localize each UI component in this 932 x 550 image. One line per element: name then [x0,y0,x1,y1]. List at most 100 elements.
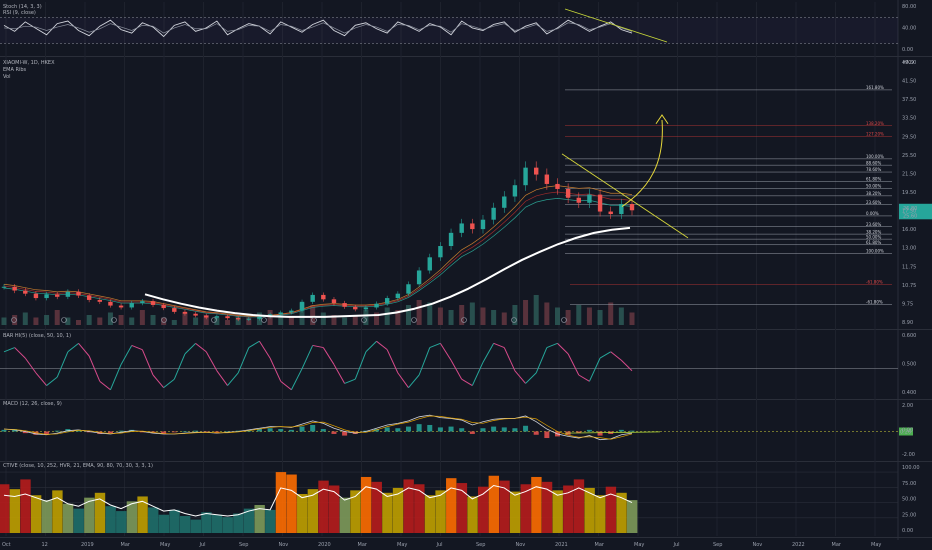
candle-body [65,291,71,297]
bbhl-series-segment [408,374,420,388]
candle-body [502,196,507,208]
cm-bar [179,515,191,533]
stoch-header-2: RSI (9, close) [3,10,36,16]
cm-bar [254,504,265,533]
macd-histogram-bar [416,424,422,432]
bbhl-series-segment [567,353,580,376]
volume-bar [246,317,252,325]
candle-body [416,270,422,285]
bbhl-series-segment [397,372,409,388]
candle-body [172,308,177,312]
event-marker [411,317,417,323]
volume-bar [129,317,135,325]
volume-bar [395,310,401,325]
stoch-trendline [564,8,668,43]
bbhl-series-segment [376,340,388,351]
cm-bar [552,490,563,533]
fib-level-label: 100.00% [866,249,884,254]
fib-level-label: 138.20% [866,121,884,126]
candle-body [278,312,283,315]
bbhl-series-segment [588,357,601,382]
cm-tick: 0.00 [902,528,913,534]
macd-tick: 2.00 [902,403,913,409]
candle-body [384,298,390,304]
cm-line [3,484,633,517]
macd-histogram-bar [310,424,316,432]
macd-histogram-bar [12,429,18,432]
bbhl-series-segment [322,347,335,365]
macd-histogram-bar [618,429,624,432]
bbhl-series-segment [493,342,505,349]
cm-bar [41,500,52,533]
volume-bar [320,312,326,325]
bbhl-series-segment [237,347,250,374]
cm-bar [116,511,127,533]
macd-histogram-bar [533,431,539,435]
candle-body [523,167,528,186]
volume-bar [342,317,348,325]
candle-body [459,223,464,233]
candle-body [395,293,401,299]
cm-bar [62,503,74,533]
volume-bar [76,320,82,325]
x-axis-label: May [397,542,407,548]
stoch-panel: 80.00 40.00 0.00 [0,4,916,53]
volume-bar [331,315,337,325]
cm-tick: 25.00 [902,512,916,518]
cm-bar [148,507,159,533]
candle-body [86,295,92,300]
x-axis: Oct 12 2019 Mar May Jul Sep Nov 2020 Mar May Jul Sep… [2,542,881,548]
stoch-tick: 40.00 [902,26,916,32]
bbhl-series-segment [280,380,292,391]
candle-body [246,318,252,320]
volume-bar [523,300,529,325]
bbhl-series-segment [152,374,165,388]
projection-arrowhead [655,114,669,125]
bbhl-series-segment [429,342,441,349]
bbhl-tick: 0.500 [902,362,916,368]
bbhl-series-segment [109,364,122,390]
macd-histogram-bar [544,431,550,439]
candle-body [597,194,603,212]
cm-bar [446,478,457,533]
price-tick: 8.90 [902,320,913,326]
macd-histogram-bar [278,429,284,432]
price-tick: 10.75 [902,283,916,289]
cm-bar [595,495,606,533]
cm-bar [169,509,180,533]
bbhl-panel: 0.600 0.500 0.400 [0,333,916,396]
bbhl-series-segment [259,340,271,359]
volume-bar [44,315,50,325]
candle-body [353,306,358,310]
cm-bar [382,492,393,533]
cm-bar [9,489,21,533]
candle-body [299,301,305,311]
price-tick: 16.00 [902,227,916,233]
resistance-trendline [561,153,689,239]
cm-bar [403,479,414,533]
x-axis-label: May [160,542,170,548]
price-tick: 37.50 [902,97,916,103]
cm-bar [158,514,170,533]
volume-bar [554,307,560,325]
stoch-band [0,17,898,44]
price-tick: 29.50 [902,134,916,140]
bbhl-header: BAR HI(5) (close, 50, 10, 1) [3,333,71,339]
bbhl-series-segment [184,342,196,355]
x-axis-label: Jul [436,542,443,548]
bbhl-series-segment [120,345,133,365]
price-panel: 161.80%138.20%127.20%100.00%88.60%78.60%… [1,60,932,326]
candle-body [470,223,475,230]
macd-histogram-bar [299,426,305,432]
macd-histogram-bar [107,431,113,434]
volume-bar [150,315,156,325]
macd-histogram-bar [320,429,326,432]
bbhl-series-segment [546,342,558,349]
bbhl-series-segment [482,343,495,363]
volume-bar [544,302,550,325]
bbhl-tick: 0.400 [902,390,916,396]
candle-body [204,315,209,318]
bbhl-series-segment [24,357,37,374]
macd-histogram-bar [491,426,497,432]
cm-tick: 100.00 [902,465,920,471]
